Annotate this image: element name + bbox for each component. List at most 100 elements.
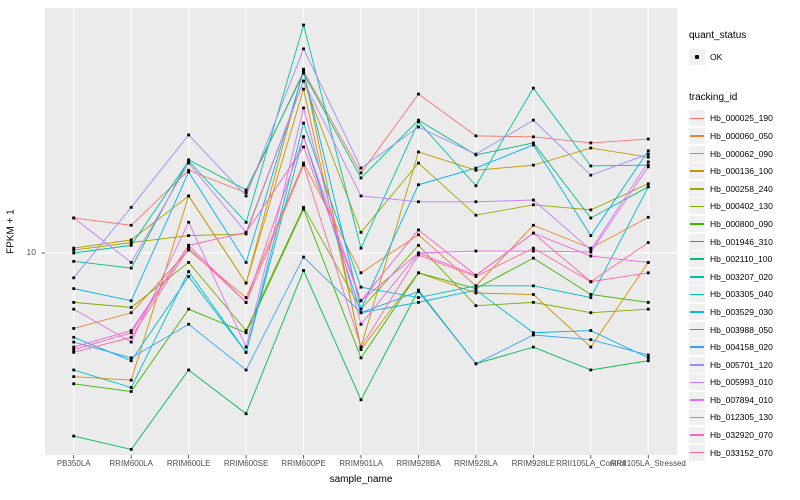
data-point <box>359 230 363 234</box>
data-point <box>417 183 420 187</box>
data-point <box>129 335 133 339</box>
data-point <box>589 280 593 284</box>
legend-item-label: Hb_000136_100 <box>710 166 773 177</box>
data-point <box>531 300 535 304</box>
line-swatch-icon <box>689 303 705 320</box>
data-point <box>244 261 248 264</box>
data-point <box>474 275 478 278</box>
data-point <box>646 271 650 275</box>
data-point <box>244 188 248 192</box>
data-point <box>302 145 305 149</box>
data-point <box>589 368 593 372</box>
data-point <box>531 135 535 139</box>
data-point <box>72 382 76 386</box>
data-point <box>417 290 420 293</box>
data-point <box>359 171 363 175</box>
data-point <box>187 168 191 172</box>
data-point <box>417 125 420 129</box>
legend-item-label: Hb_003305_040 <box>710 289 773 300</box>
data-point <box>302 255 305 259</box>
data-point <box>302 163 305 167</box>
data-point <box>187 194 191 198</box>
data-point <box>244 296 248 299</box>
data-point <box>129 261 133 264</box>
data-point <box>359 299 363 303</box>
line-swatch-icon <box>689 268 705 285</box>
data-point <box>589 311 593 315</box>
line-swatch-icon <box>689 163 705 180</box>
data-point <box>417 271 420 275</box>
line-swatch-icon <box>689 127 705 144</box>
data-point <box>531 141 535 145</box>
data-point <box>72 246 76 250</box>
data-point <box>244 368 248 372</box>
data-point <box>589 293 593 296</box>
data-point <box>417 251 420 255</box>
legend-item-label: Hb_000402_130 <box>710 201 773 212</box>
data-point <box>646 160 650 164</box>
data-point <box>72 350 76 354</box>
data-point <box>302 135 305 139</box>
data-point <box>417 288 420 292</box>
line-swatch-icon <box>689 356 705 373</box>
data-point <box>244 194 248 198</box>
data-point <box>417 296 420 299</box>
data-point <box>589 173 593 177</box>
data-point <box>187 261 191 264</box>
data-point <box>244 281 248 285</box>
legend-item-Hb_012305_130: Hb_012305_130 <box>689 409 799 427</box>
data-point <box>72 276 76 280</box>
data-point <box>302 87 305 91</box>
data-point <box>72 434 76 438</box>
legend-item-label: Hb_000062_090 <box>710 148 773 159</box>
data-point <box>589 146 593 150</box>
data-point <box>474 168 478 172</box>
data-point <box>129 331 133 335</box>
data-point <box>187 170 191 174</box>
data-point <box>531 231 535 235</box>
data-point <box>474 166 478 170</box>
data-point <box>302 269 305 272</box>
x-tick-label: RRII105LA_Stressed <box>610 459 686 468</box>
data-point <box>129 386 133 389</box>
legend-item-Hb_007894_010: Hb_007894_010 <box>689 391 799 409</box>
data-point <box>417 120 420 124</box>
data-point <box>359 311 363 315</box>
data-point <box>474 200 478 204</box>
y-axis-tick-label: 10 <box>26 247 36 257</box>
data-point <box>359 194 363 198</box>
data-point <box>129 390 133 393</box>
legend: quant_status OK tracking_id Hb_000025_19… <box>689 30 799 461</box>
legend-title-tracking-id: tracking_id <box>689 91 738 103</box>
line-swatch-icon <box>689 321 705 338</box>
data-point <box>72 375 76 379</box>
data-point <box>244 191 248 195</box>
data-point <box>646 182 650 186</box>
data-point <box>531 86 535 90</box>
x-tick-label: RRIM600LA <box>109 459 153 468</box>
legend-item-Hb_000402_130: Hb_000402_130 <box>689 198 799 216</box>
legend-item-Hb_000800_090: Hb_000800_090 <box>689 215 799 233</box>
data-point <box>129 356 133 360</box>
data-point <box>302 47 305 51</box>
x-tick-label: RRIM901LA <box>339 459 383 468</box>
legend-item-Hb_005993_010: Hb_005993_010 <box>689 374 799 392</box>
legend-item-label: Hb_033152_070 <box>710 447 773 458</box>
data-point <box>187 246 191 250</box>
data-point <box>474 184 478 188</box>
line-swatch-icon <box>689 286 705 303</box>
data-point <box>187 243 191 247</box>
legend-spacer <box>689 79 799 92</box>
data-point <box>589 296 593 299</box>
line-swatch-icon <box>689 215 705 232</box>
data-point <box>244 345 248 349</box>
legend-item-Hb_002110_100: Hb_002110_100 <box>689 250 799 268</box>
data-point <box>646 261 650 264</box>
line-swatch-icon <box>689 409 705 426</box>
data-point <box>244 329 248 332</box>
data-point <box>646 165 650 169</box>
data-point <box>187 234 191 238</box>
data-point <box>531 198 535 202</box>
data-point <box>72 345 76 349</box>
